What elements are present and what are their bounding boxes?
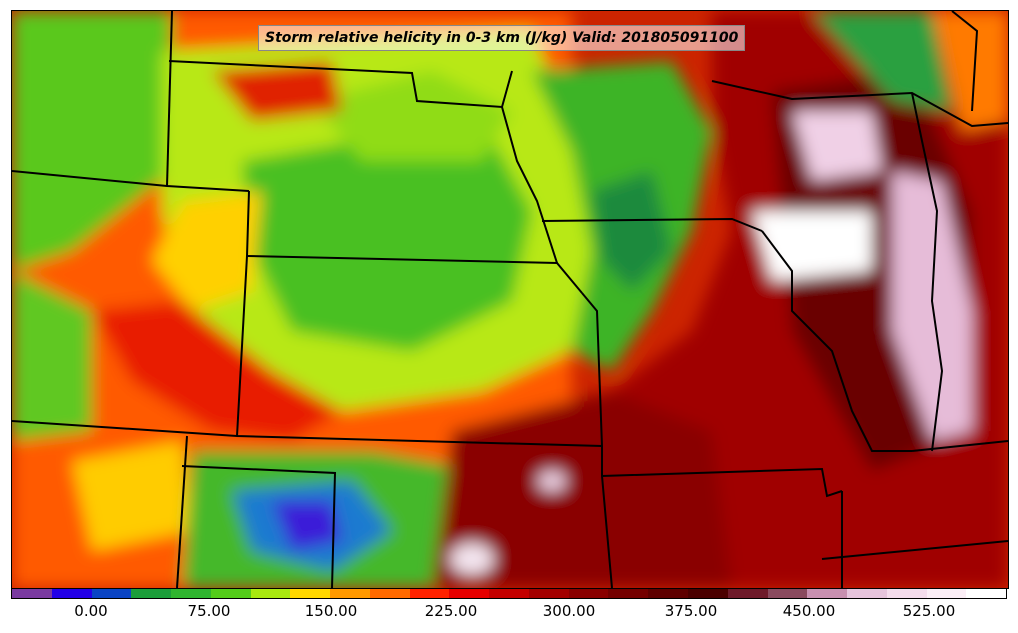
- colorbar-segment: [131, 589, 172, 598]
- colorbar-segment: [926, 589, 967, 598]
- colorbar-segment: [489, 589, 529, 598]
- colorbar-tick-label: 150.00: [304, 602, 358, 620]
- colorbar-segment: [210, 589, 251, 598]
- helicity-map: Storm relative helicity in 0-3 km (J/kg)…: [11, 10, 1009, 589]
- colorbar-segment: [290, 589, 331, 598]
- colorbar-segment: [568, 589, 609, 598]
- colorbar-segment: [12, 589, 52, 598]
- colorbar-segment: [966, 589, 1007, 598]
- colorbar-segment: [886, 589, 927, 598]
- colorbar-tick-label: 225.00: [424, 602, 478, 620]
- colorbar-segment: [648, 589, 689, 598]
- colorbar-segment: [250, 589, 291, 598]
- colorbar-segment: [847, 589, 887, 598]
- map-field: [12, 11, 1008, 588]
- colorbar-tick-label: 75.00: [187, 602, 231, 620]
- map-title: Storm relative helicity in 0-3 km (J/kg)…: [258, 25, 746, 51]
- colorbar-segment: [688, 589, 728, 598]
- colorbar-segment: [807, 589, 848, 598]
- colorbar-segment: [608, 589, 649, 598]
- colorbar-tick-label: 375.00: [664, 602, 718, 620]
- colorbar-tick-label: 0.00: [74, 602, 108, 620]
- colorbar-segment: [369, 589, 410, 598]
- colorbar-segment: [330, 589, 370, 598]
- colorbar-tick-labels: 0.00 75.00 150.00 225.00 300.00 375.00 450.00 5…: [11, 602, 1007, 626]
- state-borders: [12, 11, 1008, 588]
- colorbar-segment: [449, 589, 490, 598]
- colorbar-tick-label: 525.00: [902, 602, 956, 620]
- colorbar-segment: [528, 589, 569, 598]
- colorbar-segment: [767, 589, 808, 598]
- colorbar-tick-label: 300.00: [542, 602, 596, 620]
- colorbar-segment: [409, 589, 450, 598]
- colorbar: [11, 588, 1007, 599]
- colorbar-segment: [727, 589, 768, 598]
- colorbar-segment: [51, 589, 92, 598]
- colorbar-tick-label: 450.00: [782, 602, 836, 620]
- colorbar-segment: [171, 589, 211, 598]
- colorbar-segment: [91, 589, 132, 598]
